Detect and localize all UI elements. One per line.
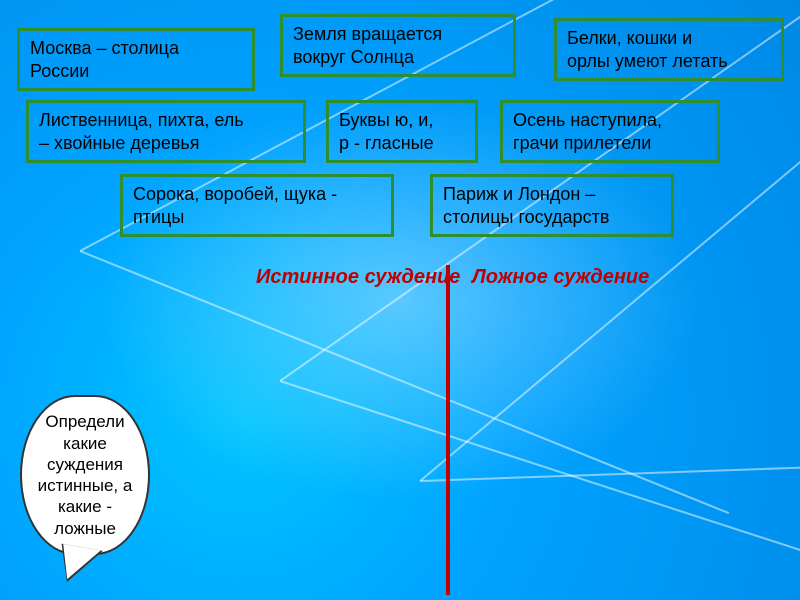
bg-line [280, 380, 800, 583]
statement-box-trees[interactable]: Лиственница, пихта, ель – хвойные деревь… [26, 100, 306, 163]
statement-box-birds[interactable]: Сорока, воробей, щука - птицы [120, 174, 394, 237]
statement-box-letters[interactable]: Буквы ю, и, р - гласные [326, 100, 478, 163]
statement-box-earth[interactable]: Земля вращается вокруг Солнца [280, 14, 516, 77]
statement-box-autumn[interactable]: Осень наступила, грачи прилетели [500, 100, 720, 163]
slide: Москва – столица России Земля вращается в… [0, 0, 800, 600]
divider-line [446, 265, 450, 595]
speech-bubble: Определи какие суждения истинные, а каки… [20, 395, 150, 555]
statement-box-cities[interactable]: Париж и Лондон – столицы государств [430, 174, 674, 237]
bubble-body: Определи какие суждения истинные, а каки… [20, 395, 150, 555]
statement-box-moscow[interactable]: Москва – столица России [17, 28, 255, 91]
heading-false: Ложное суждение [472, 266, 649, 289]
bubble-text: Определи какие суждения истинные, а каки… [32, 411, 138, 539]
statement-box-animals[interactable]: Белки, кошки и орлы умеют летать [554, 18, 784, 81]
heading-true: Истинное суждение [256, 266, 460, 289]
bubble-tail [57, 544, 100, 584]
